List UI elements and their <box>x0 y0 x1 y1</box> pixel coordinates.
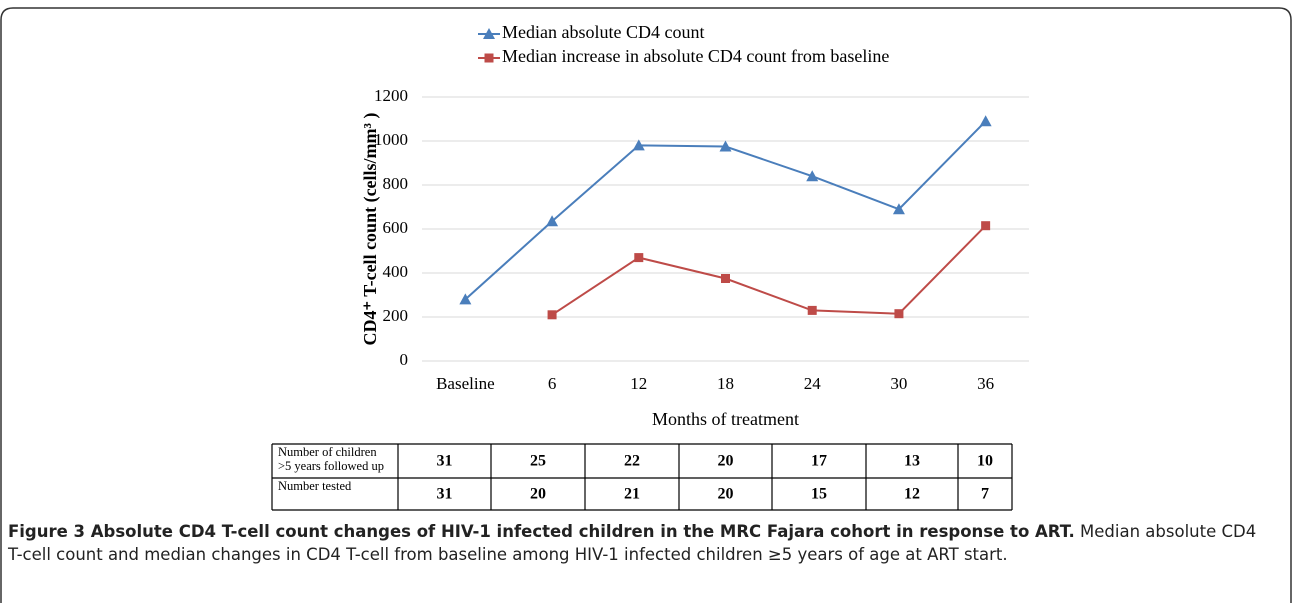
point <box>634 253 644 263</box>
table-cell: 20 <box>718 453 734 470</box>
y-tick-label: 1200 <box>374 86 408 105</box>
point <box>892 203 905 215</box>
legend-label: Median absolute CD4 count <box>502 22 704 42</box>
point <box>807 305 817 315</box>
point <box>483 28 495 39</box>
table-cell: 20 <box>718 486 734 503</box>
point <box>806 170 819 182</box>
point <box>632 139 645 151</box>
legend-label: Median increase in absolute CD4 count fr… <box>502 46 889 66</box>
point <box>547 310 557 320</box>
x-axis-label: Months of treatment <box>652 409 799 429</box>
table-cell: 12 <box>904 486 920 503</box>
y-axis-label: CD4⁺ T-cell count (cells/mm³ ) <box>360 113 381 346</box>
caption: Figure 3 Absolute CD4 T-cell count chang… <box>8 520 1268 566</box>
y-tick-label: 1000 <box>374 130 408 149</box>
point <box>459 293 472 305</box>
x-tick-label: 18 <box>717 374 734 393</box>
caption-text: Median absolute CD4 T-cell count and med… <box>8 522 1257 564</box>
series-line <box>551 224 987 316</box>
table-cell: 17 <box>811 453 827 470</box>
point <box>894 309 904 319</box>
table-cell: 7 <box>981 486 989 503</box>
table-cell: 20 <box>530 486 546 503</box>
y-tick-label: 400 <box>383 262 409 281</box>
x-tick-label: 24 <box>804 374 822 393</box>
frame <box>0 7 1292 603</box>
point <box>719 140 732 152</box>
x-tick-label: 30 <box>890 374 907 393</box>
table-cell: 13 <box>904 453 920 470</box>
row-label: >5 years followed up <box>278 459 384 473</box>
table-cell: 22 <box>624 453 640 470</box>
point <box>546 215 559 227</box>
table-cell: 31 <box>437 453 453 470</box>
table-cell: 21 <box>624 486 640 503</box>
point <box>979 115 992 127</box>
y-tick-label: 600 <box>383 218 409 237</box>
x-tick-label: 12 <box>630 374 647 393</box>
x-tick-label: Baseline <box>436 374 495 393</box>
table-cell: 15 <box>811 486 827 503</box>
table-cell: 10 <box>977 453 993 470</box>
point <box>721 274 730 283</box>
x-tick-label: 6 <box>548 374 557 393</box>
y-tick-label: 800 <box>383 174 409 193</box>
row-label: Number tested <box>278 479 352 493</box>
y-tick-label: 0 <box>400 350 409 369</box>
table-cell: 31 <box>437 486 453 503</box>
point <box>981 221 991 231</box>
table-cell: 25 <box>530 453 546 470</box>
y-tick-label: 200 <box>383 306 409 325</box>
caption-title: Figure 3 Absolute CD4 T-cell count chang… <box>8 522 1075 541</box>
point <box>484 53 494 63</box>
row-label: Number of children <box>278 445 377 459</box>
x-tick-label: 36 <box>977 374 994 393</box>
